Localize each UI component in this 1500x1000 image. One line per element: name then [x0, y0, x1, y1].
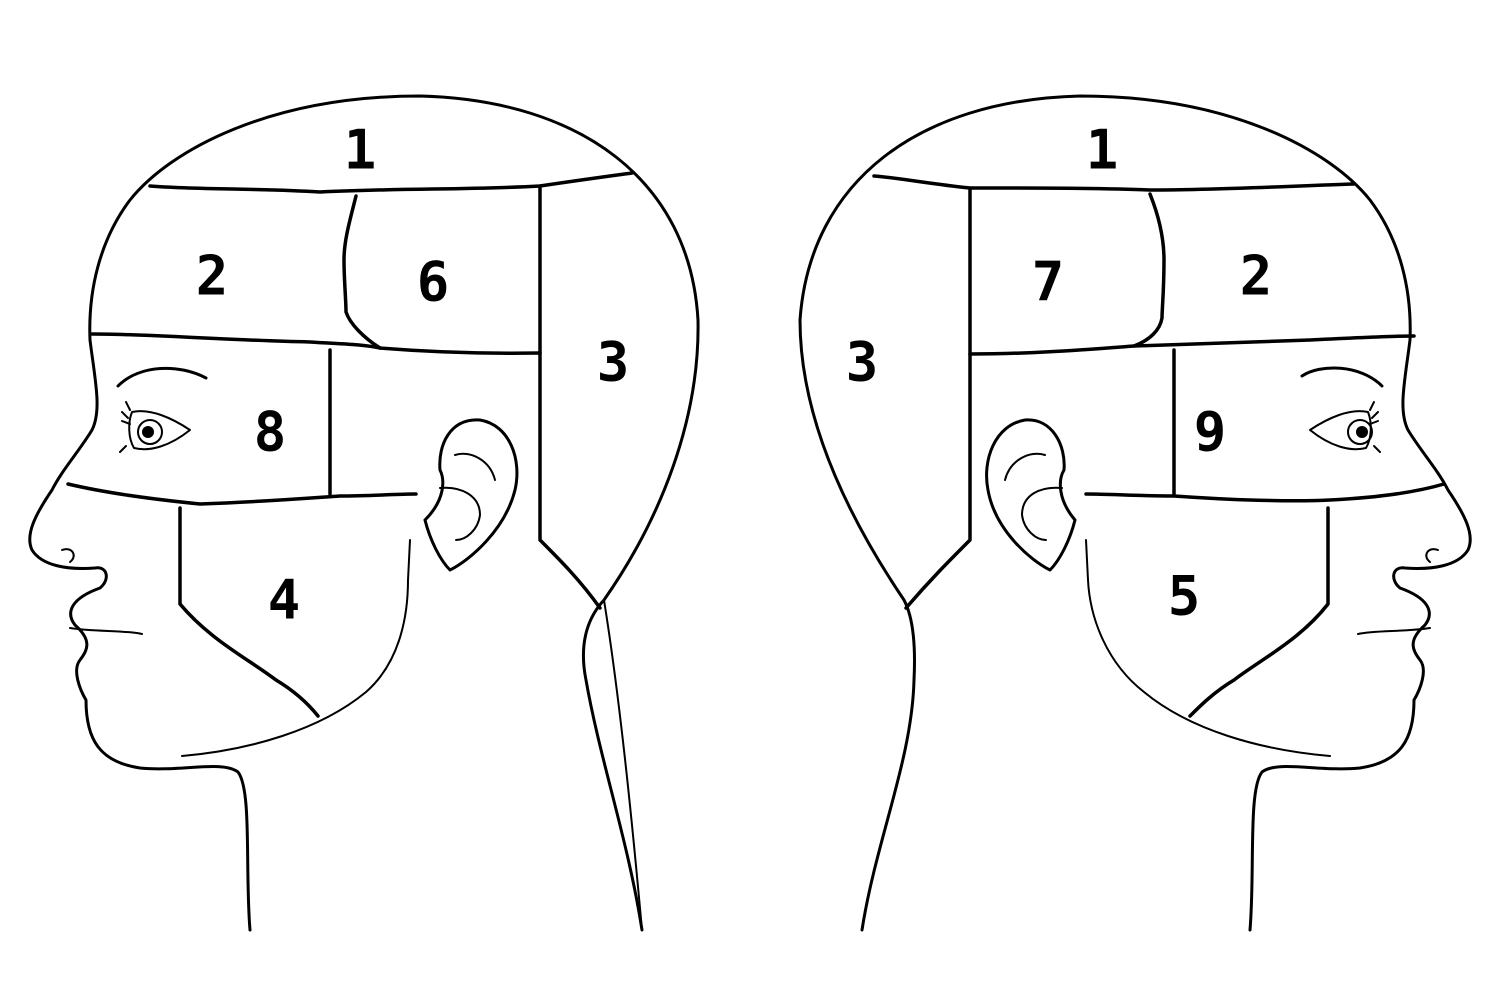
right-divider-crown-right	[1132, 192, 1166, 348]
right-mouth	[1357, 627, 1431, 635]
right-ear-icon	[985, 418, 1077, 572]
right-eye-icon	[1309, 401, 1381, 453]
left-zone-label-3: 3	[597, 331, 630, 394]
left-divider-jaw	[178, 506, 320, 718]
left-zone-label-8: 8	[254, 401, 287, 464]
left-divider-back	[538, 184, 602, 610]
left-divider-cheek	[66, 482, 418, 506]
right-nose	[1425, 548, 1439, 563]
left-eye-icon	[119, 401, 191, 453]
right-head: 1 7 2 3 9 5	[798, 94, 1472, 932]
right-zone-label-5: 5	[1168, 565, 1201, 628]
right-zone-label-9: 9	[1194, 401, 1227, 464]
right-zone-label-7: 7	[1032, 251, 1065, 314]
left-neck-back	[603, 599, 643, 931]
left-mouth	[69, 627, 143, 635]
left-head-outline	[28, 94, 700, 932]
right-divider-cheek	[1084, 482, 1446, 503]
right-divider-jaw	[1188, 506, 1330, 718]
left-jaw-line	[181, 539, 411, 757]
right-zone-label-3: 3	[846, 331, 879, 394]
left-ear-icon	[423, 418, 519, 572]
left-divider-mid	[90, 332, 542, 356]
left-zone-label-4: 4	[268, 569, 301, 632]
left-head: 1 2 6 3 8 4	[28, 94, 700, 932]
right-divider-top	[872, 174, 1356, 192]
left-eyebrow-icon	[116, 366, 208, 388]
left-zone-label-2: 2	[196, 245, 229, 308]
right-jaw-line	[1085, 539, 1331, 757]
right-zone-label-1: 1	[1086, 119, 1119, 182]
left-divider-crown-left	[342, 194, 382, 350]
right-head-outline	[798, 94, 1472, 932]
left-nose	[61, 548, 75, 563]
left-zone-label-6: 6	[417, 251, 450, 314]
right-eyebrow-icon	[1300, 366, 1384, 388]
right-divider-mid	[968, 334, 1416, 356]
right-divider-back	[904, 188, 972, 610]
left-divider-top	[148, 171, 634, 194]
left-zone-label-1: 1	[344, 119, 377, 182]
right-zone-label-2: 2	[1240, 245, 1273, 308]
